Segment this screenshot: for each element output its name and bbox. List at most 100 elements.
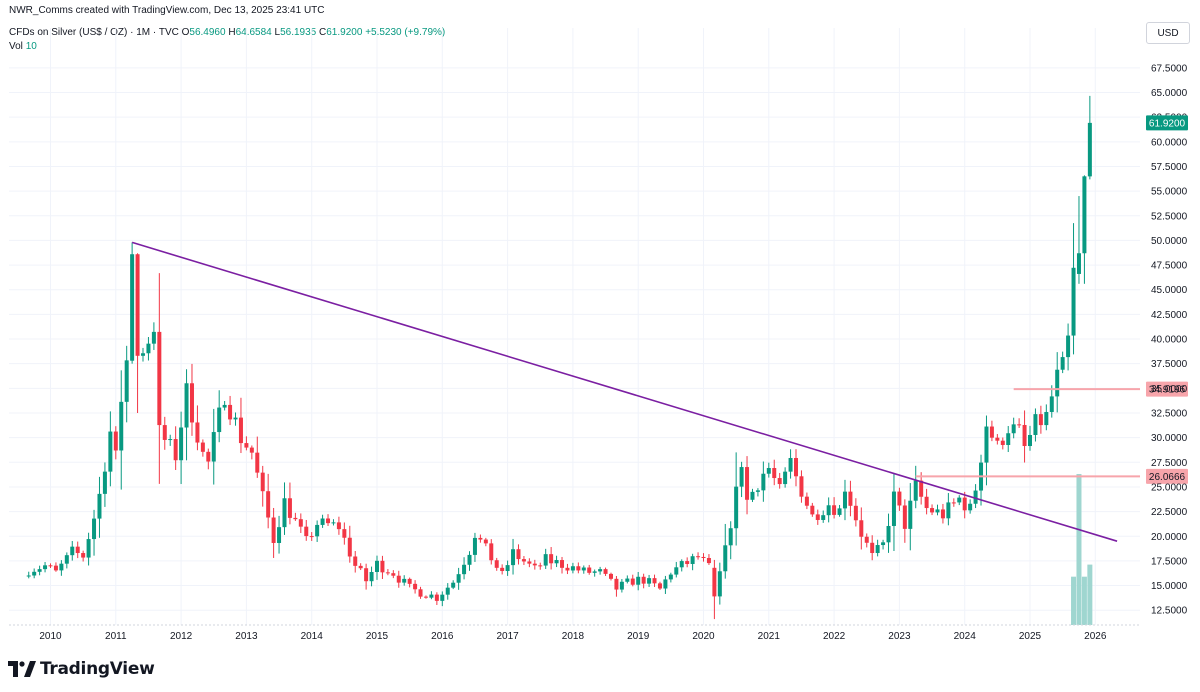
candle-body[interactable] xyxy=(1055,369,1060,397)
candle-body[interactable] xyxy=(184,383,189,428)
candle-body[interactable] xyxy=(222,404,227,408)
candle-body[interactable] xyxy=(930,508,935,513)
candle-body[interactable] xyxy=(500,567,505,572)
candle-body[interactable] xyxy=(924,496,929,509)
candle-body[interactable] xyxy=(342,529,347,538)
candle-body[interactable] xyxy=(565,567,570,571)
candle-body[interactable] xyxy=(298,519,303,527)
candle-body[interactable] xyxy=(1022,424,1027,447)
candle-body[interactable] xyxy=(570,566,575,571)
candle-body[interactable] xyxy=(636,576,641,585)
candle-body[interactable] xyxy=(608,573,613,579)
candle-body[interactable] xyxy=(97,493,102,519)
candle-body[interactable] xyxy=(739,467,744,487)
candle-body[interactable] xyxy=(418,589,423,597)
candle-body[interactable] xyxy=(962,497,967,511)
candle-body[interactable] xyxy=(728,528,733,546)
candle-body[interactable] xyxy=(935,509,940,513)
candle-body[interactable] xyxy=(614,578,619,590)
candle-body[interactable] xyxy=(162,425,167,440)
candle-body[interactable] xyxy=(483,539,488,544)
resistance-trendline[interactable] xyxy=(131,241,1118,542)
candle-body[interactable] xyxy=(113,431,118,451)
candle-body[interactable] xyxy=(940,509,945,519)
candle-body[interactable] xyxy=(70,546,75,556)
candle-body[interactable] xyxy=(1038,414,1043,426)
tradingview-brand[interactable]: TradingView xyxy=(8,658,155,680)
candle-body[interactable] xyxy=(141,353,146,356)
candle-body[interactable] xyxy=(260,472,265,492)
candle-body[interactable] xyxy=(788,457,793,472)
candle-body[interactable] xyxy=(532,563,537,566)
candle-body[interactable] xyxy=(385,572,390,574)
candle-body[interactable] xyxy=(396,575,401,583)
candle-body[interactable] xyxy=(505,565,510,572)
candle-body[interactable] xyxy=(777,478,782,485)
candle-body[interactable] xyxy=(64,555,69,564)
candle-body[interactable] xyxy=(995,437,1000,441)
candle-body[interactable] xyxy=(717,571,722,597)
candle-body[interactable] xyxy=(619,581,624,590)
candle-body[interactable] xyxy=(799,476,804,497)
candle-body[interactable] xyxy=(1049,396,1054,412)
candle-body[interactable] xyxy=(674,567,679,575)
candle-body[interactable] xyxy=(157,331,162,426)
candle-body[interactable] xyxy=(1044,411,1049,426)
candle-body[interactable] xyxy=(26,575,31,577)
candle-body[interactable] xyxy=(478,537,483,540)
candle-body[interactable] xyxy=(821,515,826,520)
candle-body[interactable] xyxy=(445,587,450,595)
candle-body[interactable] xyxy=(282,498,287,528)
candle-body[interactable] xyxy=(271,517,276,543)
candle-body[interactable] xyxy=(48,565,53,567)
candle-body[interactable] xyxy=(794,457,799,477)
candle-body[interactable] xyxy=(391,573,396,576)
candle-body[interactable] xyxy=(189,383,194,423)
candle-body[interactable] xyxy=(826,505,831,516)
candle-body[interactable] xyxy=(217,407,222,433)
candle-body[interactable] xyxy=(402,578,407,583)
volume-bar[interactable] xyxy=(1076,474,1082,625)
candle-body[interactable] xyxy=(891,491,896,526)
candle-body[interactable] xyxy=(320,518,325,525)
candle-body[interactable] xyxy=(701,556,706,558)
candle-body[interactable] xyxy=(772,468,777,479)
candle-body[interactable] xyxy=(244,443,249,448)
candle-body[interactable] xyxy=(1076,253,1081,274)
candle-body[interactable] xyxy=(951,502,956,504)
candle-body[interactable] xyxy=(587,567,592,573)
candle-body[interactable] xyxy=(423,596,428,598)
candle-body[interactable] xyxy=(902,505,907,529)
candle-body[interactable] xyxy=(957,497,962,503)
candle-body[interactable] xyxy=(206,451,211,462)
candle-body[interactable] xyxy=(657,583,662,589)
candle-body[interactable] xyxy=(43,565,48,570)
symbol-name[interactable]: CFDs on Silver (US$ / OZ) · 1M · TVC xyxy=(9,27,179,38)
candle-body[interactable] xyxy=(494,560,499,568)
candle-body[interactable] xyxy=(712,567,717,597)
candle-body[interactable] xyxy=(1033,414,1038,435)
candle-body[interactable] xyxy=(908,500,913,529)
candle-body[interactable] xyxy=(369,571,374,582)
candle-body[interactable] xyxy=(598,569,603,572)
candle-body[interactable] xyxy=(434,594,439,601)
candle-body[interactable] xyxy=(1066,335,1071,358)
candle-body[interactable] xyxy=(1071,267,1076,336)
candle-body[interactable] xyxy=(326,518,331,524)
candle-body[interactable] xyxy=(1087,122,1092,177)
candle-body[interactable] xyxy=(641,576,646,584)
candle-body[interactable] xyxy=(92,518,97,540)
candle-body[interactable] xyxy=(102,471,107,494)
candle-body[interactable] xyxy=(364,568,369,582)
candle-body[interactable] xyxy=(832,505,837,515)
candle-body[interactable] xyxy=(467,554,472,565)
candle-body[interactable] xyxy=(848,491,853,506)
candle-body[interactable] xyxy=(538,565,543,567)
candle-body[interactable] xyxy=(603,569,608,574)
candle-body[interactable] xyxy=(1060,357,1065,370)
candle-body[interactable] xyxy=(663,579,668,589)
candle-body[interactable] xyxy=(527,561,532,564)
candle-body[interactable] xyxy=(472,537,477,555)
candle-body[interactable] xyxy=(750,491,755,500)
